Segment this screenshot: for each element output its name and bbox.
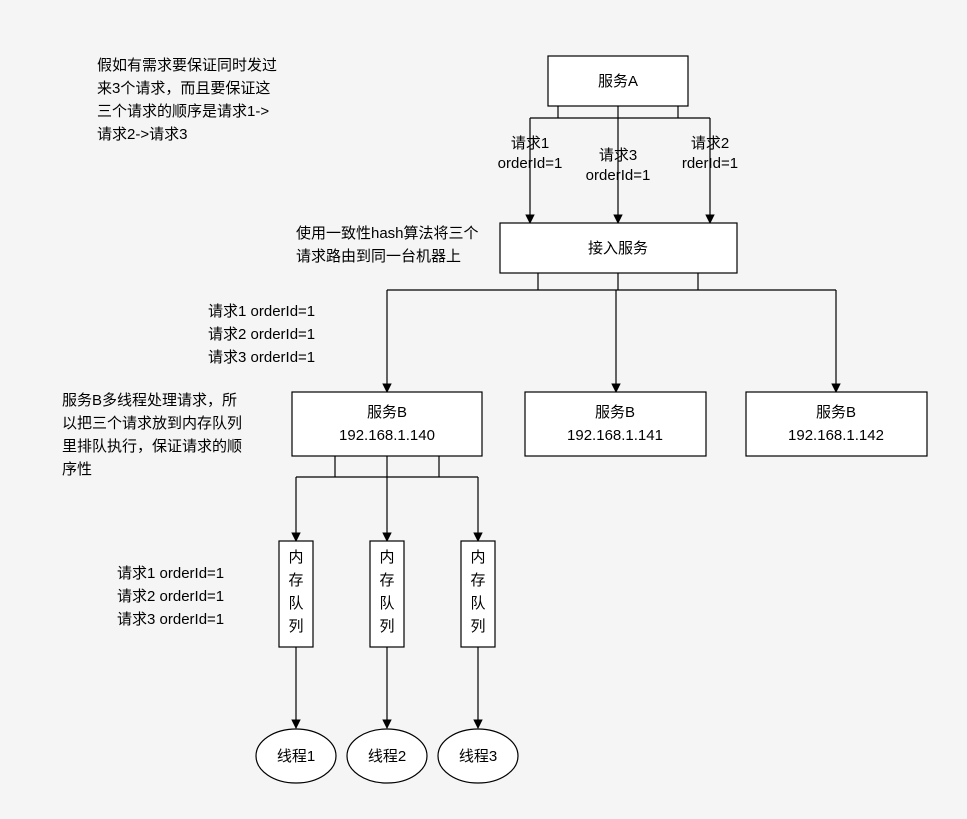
label-queue-2b: 存 <box>379 572 394 589</box>
node-service-b1 <box>292 392 482 456</box>
edge-req2-line1: 请求2 <box>691 135 729 152</box>
label-queue-2d: 列 <box>379 618 394 635</box>
reqlist-bot-2: 请求2 orderId=1 <box>117 588 224 605</box>
note-hash-line1: 使用一致性hash算法将三个 <box>296 224 479 242</box>
label-thread-2: 线程2 <box>368 748 406 765</box>
node-service-b2 <box>525 392 706 456</box>
note-top-line1: 假如有需求要保证同时发过 <box>97 57 277 74</box>
label-service-b1-b: 192.168.1.140 <box>339 427 435 444</box>
reqlist-top-2: 请求2 orderId=1 <box>208 326 315 343</box>
label-queue-3a: 内 <box>470 549 485 566</box>
reqlist-top-3: 请求3 orderId=1 <box>208 349 315 366</box>
label-queue-3c: 队 <box>470 595 485 612</box>
edge-req2-line2: rderId=1 <box>682 155 738 172</box>
note-mid-line2: 以把三个请求放到内存队列 <box>62 415 242 432</box>
note-top-line2: 来3个请求，而且要保证这 <box>97 80 270 97</box>
label-service-b2-b: 192.168.1.141 <box>567 427 663 444</box>
label-queue-1b: 存 <box>288 572 303 589</box>
label-queue-1c: 队 <box>288 595 303 612</box>
label-queue-3d: 列 <box>470 618 485 635</box>
label-queue-3b: 存 <box>470 572 485 589</box>
label-queue-2a: 内 <box>379 549 394 566</box>
label-thread-3: 线程3 <box>459 748 497 765</box>
label-service-a: 服务A <box>598 73 638 90</box>
reqlist-bot-1: 请求1 orderId=1 <box>117 565 224 582</box>
label-queue-1d: 列 <box>288 618 303 635</box>
node-service-b3 <box>746 392 927 456</box>
reqlist-top-1: 请求1 orderId=1 <box>208 303 315 320</box>
note-mid-line4: 序性 <box>62 461 92 478</box>
label-queue-1a: 内 <box>288 549 303 566</box>
note-mid-line3: 里排队执行，保证请求的顺 <box>62 438 242 455</box>
edge-req1-line1: 请求1 <box>511 135 549 152</box>
label-service-b2-a: 服务B <box>595 404 635 421</box>
label-thread-1: 线程1 <box>277 748 315 765</box>
label-service-b3-b: 192.168.1.142 <box>788 427 884 444</box>
note-hash-line2: 请求路由到同一台机器上 <box>296 248 461 265</box>
note-top-line3: 三个请求的顺序是请求1-> <box>97 103 269 120</box>
label-service-b1-a: 服务B <box>367 404 407 421</box>
edge-req3-line1: 请求3 <box>599 147 637 164</box>
reqlist-bot-3: 请求3 orderId=1 <box>117 611 224 628</box>
note-mid-line1: 服务B多线程处理请求，所 <box>62 392 237 409</box>
note-top-line4: 请求2->请求3 <box>97 126 187 143</box>
edge-req1-line2: orderId=1 <box>498 155 563 172</box>
label-queue-2c: 队 <box>379 595 394 612</box>
edge-req3-line2: orderId=1 <box>586 167 651 184</box>
label-service-b3-a: 服务B <box>816 404 856 421</box>
label-access-service: 接入服务 <box>588 240 648 257</box>
